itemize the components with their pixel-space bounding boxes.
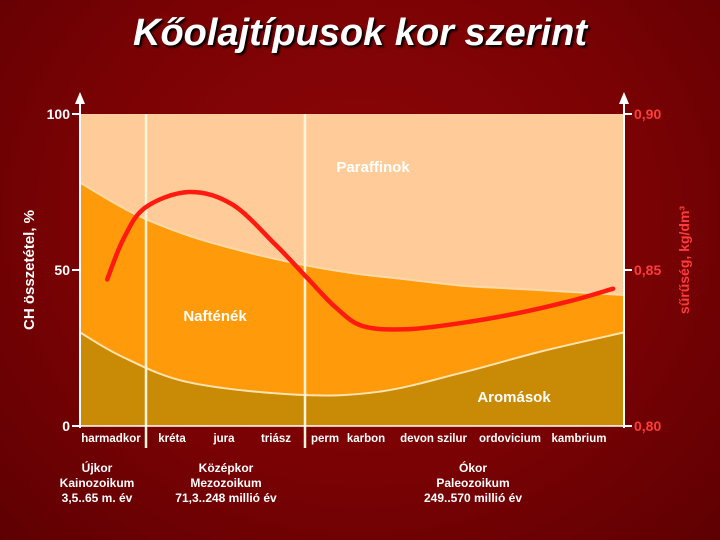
era-label: Kainozoikum <box>60 476 135 490</box>
slide-title: Kőolajtípusok kor szerint <box>133 12 587 54</box>
area-aromasok <box>80 332 624 426</box>
period-label: kréta <box>158 433 186 445</box>
right-axis-title: sűrűség, kg/dm³ <box>676 206 692 314</box>
era-label: Paleozoikum <box>436 476 509 490</box>
density-curve <box>104 189 616 332</box>
axes: 0 50 100 0,80 0,85 0,90 <box>47 92 661 434</box>
period-label: szilur <box>437 433 468 445</box>
chart-areas <box>79 114 625 426</box>
era-label: Ókor <box>459 460 487 475</box>
left-tick-label: 50 <box>54 262 70 278</box>
right-tick-label: 0,90 <box>634 106 661 122</box>
right-tick-label: 0,80 <box>634 418 661 434</box>
region-label-2: Paraffinok <box>336 159 410 176</box>
left-axis-title: CH összetétel, % <box>21 210 38 330</box>
period-label: karbon <box>347 433 385 445</box>
period-label: devon <box>400 433 434 445</box>
boundary-naftenek <box>79 181 625 296</box>
era-label: 3,5..65 m. év <box>62 491 133 505</box>
period-label: kambrium <box>552 433 607 445</box>
era-label: Újkor <box>82 460 113 475</box>
region-label-0: Aromások <box>477 389 551 406</box>
era-dividers <box>144 114 307 448</box>
period-label: triász <box>261 433 291 445</box>
right-tick-label: 0,85 <box>634 262 661 278</box>
right-axis-arrow <box>619 92 629 104</box>
region-label-1: Nafténék <box>183 308 247 325</box>
left-axis-arrow <box>75 92 85 104</box>
era-label: 71,3..248 millió év <box>175 491 277 505</box>
era-label: Mezozoikum <box>190 476 261 490</box>
period-label: harmadkor <box>81 433 141 445</box>
period-label: perm <box>311 433 339 445</box>
chart-labels: CH összetétel, % sűrűség, kg/dm³ Aromások N… <box>21 159 692 505</box>
era-label: 249..570 millió év <box>424 491 522 505</box>
period-label: jura <box>212 433 235 445</box>
left-tick-label: 0 <box>62 418 70 434</box>
period-label: ordovicium <box>479 433 541 445</box>
left-tick-label: 100 <box>47 106 71 122</box>
era-label: Középkor <box>199 461 254 475</box>
density-curve-layer <box>104 189 616 332</box>
boundary-aromasok <box>79 331 625 397</box>
